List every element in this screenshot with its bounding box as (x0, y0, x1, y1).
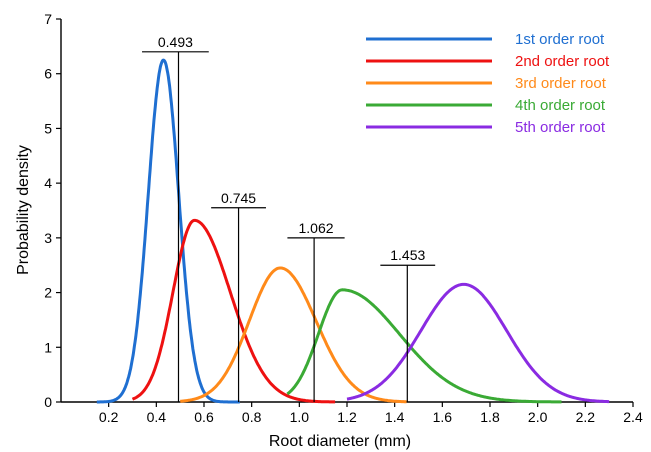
x-tick-label: 1.6 (433, 409, 453, 425)
y-tick-label: 3 (44, 230, 52, 246)
x-tick-label: 0.8 (242, 409, 262, 425)
annotations: 0.493 0.745 1.062 1.453 (142, 34, 436, 402)
y-tick-label: 6 (44, 66, 52, 82)
curve-series-4 (286, 288, 562, 404)
x-axis-title: Root diameter (mm) (269, 433, 411, 450)
x-tick-label: 1.8 (480, 409, 500, 425)
legend-label-5: 5th order root (515, 119, 606, 136)
legend-label-1: 1st order root (515, 31, 605, 48)
curve-series-3 (179, 266, 408, 404)
curve-series-1 (95, 58, 241, 404)
axes: 0.2 0.4 0.6 0.8 1.0 1.2 1.4 1.6 1.8 2.0 2.2 2.4 0 1 2 3… (44, 11, 643, 425)
median-label-4: 1.453 (390, 247, 425, 263)
legend: 1st order root 2nd order root 3rd order ro… (366, 31, 610, 136)
y-tick-label: 0 (44, 394, 52, 410)
median-label-2: 0.745 (221, 190, 256, 206)
median-label-3: 1.062 (298, 220, 333, 236)
x-tick-label: 2.0 (528, 409, 548, 425)
curve-series-2 (131, 218, 336, 404)
y-axis-title: Probability density (15, 145, 32, 275)
x-tick-label: 2.4 (623, 409, 643, 425)
y-tick-label: 4 (44, 175, 52, 191)
legend-label-2: 2nd order root (515, 53, 610, 70)
median-label-1: 0.493 (158, 34, 193, 50)
y-tick-label: 7 (44, 11, 52, 27)
x-tick-label: 1.4 (385, 409, 405, 425)
y-tick-label: 5 (44, 120, 52, 136)
legend-label-4: 4th order root (515, 97, 606, 114)
x-tick-label: 0.6 (194, 409, 214, 425)
x-tick-label: 1.2 (337, 409, 357, 425)
curves (95, 58, 610, 404)
x-tick-label: 0.4 (147, 409, 167, 425)
x-tick-label: 2.2 (576, 409, 596, 425)
legend-label-3: 3rd order root (515, 75, 607, 92)
x-tick-label: 1.0 (290, 409, 310, 425)
x-tick-label: 0.2 (99, 409, 119, 425)
y-tick-label: 1 (44, 339, 52, 355)
y-tick-label: 2 (44, 285, 52, 301)
curve-series-5 (346, 282, 610, 404)
